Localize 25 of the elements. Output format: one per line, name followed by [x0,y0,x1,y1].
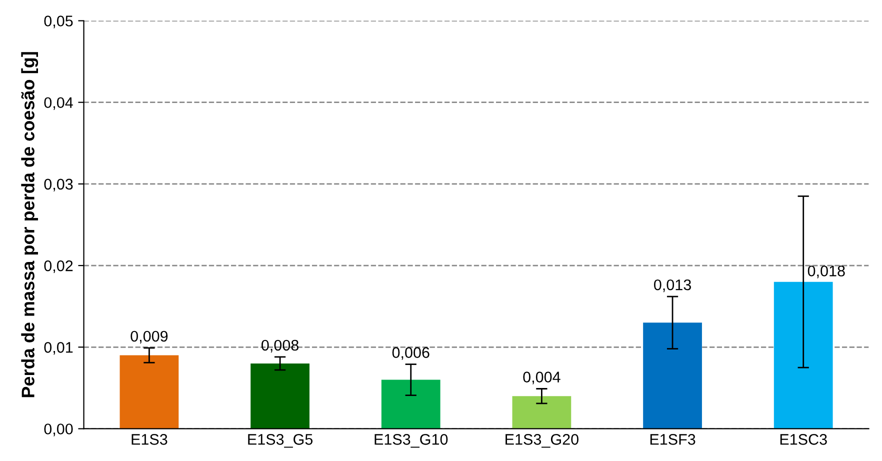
x-tick-label: E1SC3 [780,434,827,445]
x-tick-label: E1S3_G10 [374,434,448,448]
data-label: 0,004 [523,372,560,384]
bar [250,363,310,429]
data-label: 0,006 [392,347,430,360]
x-tick-label: E1SF3 [650,434,696,445]
y-tick-label: 0,01 [44,342,73,355]
y-tick-label: 0,04 [44,97,73,110]
x-tick-label: E1S3_G20 [506,434,578,448]
y-tick-label: 0,03 [44,178,73,192]
data-label: 0,009 [130,330,168,344]
bar [381,380,440,429]
y-tick-label: 0,05 [44,16,73,28]
x-tick-label: E1S3 [132,434,168,445]
y-tick-label: 0,02 [44,260,73,274]
data-label: 0,018 [808,266,845,278]
bar [512,396,572,429]
bar [774,282,833,429]
bar [120,355,179,429]
y-tick-label: 0,00 [44,424,73,436]
x-tick-label: E1S3_G5 [248,434,313,448]
bar [643,322,702,429]
data-label: 0,008 [262,340,298,352]
y-axis-title: Perda de massa por perda de coesão [g] [21,52,38,398]
data-label: 0,013 [654,279,691,292]
